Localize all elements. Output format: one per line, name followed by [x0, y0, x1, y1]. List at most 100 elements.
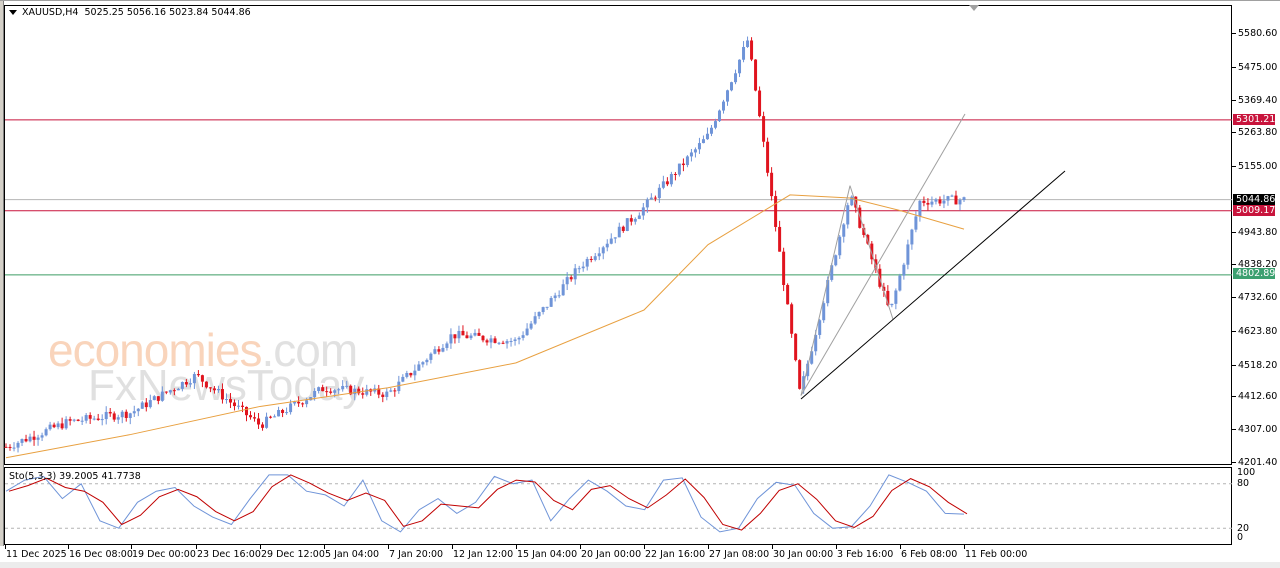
candle-body	[473, 332, 477, 336]
candle-body	[481, 335, 485, 341]
candle-body	[782, 251, 786, 285]
candle-body	[557, 295, 561, 297]
candle-body	[858, 207, 862, 228]
candle-body	[405, 372, 409, 377]
time-label: 30 Jan 00:00	[773, 549, 834, 560]
candle-body	[609, 238, 613, 244]
time-tick	[644, 545, 645, 549]
candle-body	[730, 82, 734, 91]
time-tick	[516, 545, 517, 549]
candle-body	[301, 403, 305, 405]
candle-body	[156, 396, 160, 401]
candle-body	[293, 401, 297, 404]
candle-body	[930, 201, 934, 205]
candle-body	[188, 383, 192, 385]
candle-body	[321, 387, 325, 392]
price-tick	[1232, 232, 1236, 233]
candle-body	[477, 332, 481, 336]
candle-body	[517, 337, 521, 340]
candle-body	[685, 156, 689, 166]
candle-body	[553, 295, 557, 299]
candle-body	[204, 381, 208, 388]
candle-body	[669, 173, 673, 185]
chart-shift-marker-icon[interactable]	[969, 5, 979, 11]
candle-body	[465, 335, 469, 339]
candle-body	[349, 385, 353, 395]
window-left-border	[0, 1, 4, 546]
sto-level-100: 100	[1237, 467, 1256, 478]
resistance-upper-tag: 5301.21	[1233, 114, 1275, 125]
candle-body	[72, 419, 76, 421]
time-tick	[580, 545, 581, 549]
candle-body	[677, 163, 681, 175]
candle-body	[533, 316, 537, 324]
candle-body	[746, 40, 750, 47]
candle-body	[92, 418, 96, 420]
candle-body	[16, 442, 20, 448]
candle-body	[786, 284, 790, 305]
candle-body	[313, 390, 317, 398]
candle-body	[381, 394, 385, 398]
candle-body	[922, 200, 926, 203]
candle-body	[277, 409, 281, 417]
candle-body	[44, 429, 48, 436]
candle-body	[28, 436, 32, 442]
candle-body	[48, 424, 52, 430]
candle-body	[593, 256, 597, 260]
candle-body	[645, 199, 649, 208]
candle-body	[509, 341, 513, 343]
candle-body	[228, 399, 232, 403]
candle-body	[385, 391, 389, 398]
candle-body	[124, 411, 128, 418]
candle-body	[657, 187, 661, 199]
candle-body	[437, 349, 441, 352]
candle-body	[261, 424, 265, 428]
dropdown-triangle-icon[interactable]	[9, 10, 17, 15]
candle-body	[742, 46, 746, 60]
candle-body	[910, 229, 914, 245]
candle-body	[68, 419, 72, 421]
time-tick	[772, 545, 773, 549]
candle-body	[345, 385, 349, 387]
candle-body	[950, 195, 954, 197]
candle-body	[32, 436, 36, 440]
candle-body	[152, 396, 156, 401]
stochastic-label: Sto(5,3,3) 39.2005 41.7738	[9, 471, 141, 482]
candle-body	[705, 133, 709, 140]
candle-body	[629, 218, 633, 222]
candle-body	[597, 253, 601, 257]
price-tick	[1232, 67, 1236, 68]
candle-body	[180, 382, 184, 389]
candle-body	[8, 446, 12, 448]
sto-level-20: 20	[1237, 523, 1250, 534]
time-label: 6 Feb 08:00	[901, 549, 958, 560]
candle-body	[842, 224, 846, 237]
time-label: 7 Jan 20:00	[389, 549, 444, 560]
price-label: 5369.40	[1238, 95, 1278, 106]
candle-body	[289, 403, 293, 413]
candle-body	[281, 409, 285, 413]
candle-body	[429, 353, 433, 360]
candle-body	[882, 286, 886, 291]
time-label: 19 Dec 00:00	[132, 549, 196, 560]
candle-body	[453, 334, 457, 339]
candle-body	[541, 307, 545, 313]
candle-body	[112, 413, 116, 420]
candle-body	[425, 359, 429, 363]
candle-body	[501, 342, 505, 344]
time-label: 3 Feb 16:00	[837, 549, 894, 560]
time-tick	[964, 545, 965, 549]
moving-average-line	[5, 194, 965, 459]
candle-body	[160, 391, 164, 401]
candle-body	[184, 382, 188, 385]
sto-main-line	[5, 474, 965, 533]
candle-body	[305, 400, 309, 405]
candle-body	[441, 347, 445, 352]
candle-body	[886, 290, 890, 306]
time-label: 11 Feb 00:00	[965, 549, 1028, 560]
candle-body	[641, 207, 645, 216]
candle-body	[826, 279, 830, 304]
candle-body	[750, 40, 754, 60]
time-label: 15 Jan 04:00	[517, 549, 578, 560]
price-tick	[1232, 297, 1236, 298]
